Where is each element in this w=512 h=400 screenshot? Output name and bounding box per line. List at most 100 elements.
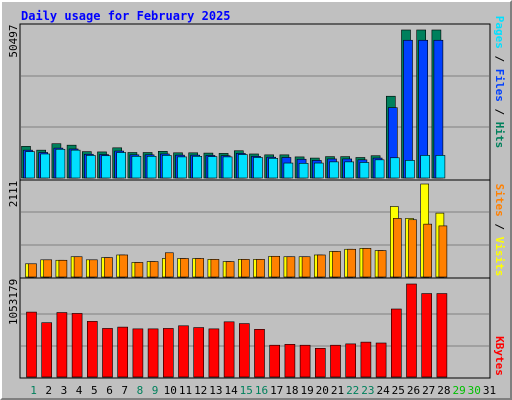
kbytes-bar [375, 342, 387, 378]
legend-entry: Visits [493, 237, 506, 277]
sites-bar [286, 256, 296, 278]
day-label: 25 [392, 384, 405, 397]
legend-entry: / [493, 49, 506, 69]
sites-bar [195, 258, 204, 278]
sites-bar [225, 261, 235, 278]
sites-bar [392, 218, 402, 278]
day-label: 5 [91, 384, 98, 397]
day-label: 9 [152, 384, 159, 397]
sites-bar [210, 259, 220, 278]
day-label: 22 [346, 384, 359, 397]
day-label: 14 [224, 384, 238, 397]
files-bar [403, 39, 413, 179]
pages-bar [389, 157, 400, 179]
pages-bar [146, 156, 157, 179]
sites-bar [89, 259, 98, 278]
sites-bar [43, 259, 53, 278]
sites-bar [438, 225, 448, 278]
pages-bar [40, 153, 51, 179]
day-label: 31 [483, 384, 496, 397]
legend-sites-visits: Sites / Visits [493, 184, 506, 277]
kbytes-bar [147, 328, 159, 378]
kbytes-bar [163, 328, 174, 378]
day-label: 20 [316, 384, 329, 397]
day-label: 16 [255, 384, 268, 397]
day-label: 23 [361, 384, 374, 397]
kbytes-bar [284, 344, 296, 378]
kbytes-bar [390, 308, 402, 378]
legend-entry: Files [493, 69, 506, 102]
sites-bar [134, 262, 144, 278]
day-label: 2 [45, 384, 52, 397]
day-label: 26 [407, 384, 420, 397]
pages-bar [283, 162, 294, 179]
legend-kbytes: KBytes [493, 336, 506, 376]
kbytes-bar [269, 344, 281, 378]
pages-bar [192, 156, 202, 179]
kbytes-bar [102, 328, 113, 378]
day-label: 4 [76, 384, 83, 397]
kbytes-bar [56, 312, 68, 378]
pages-bar [101, 155, 111, 179]
day-label: 15 [240, 384, 253, 397]
day-label: 13 [209, 384, 222, 397]
sites-bar [180, 258, 189, 278]
pages-bar [207, 156, 218, 179]
pages-bar [253, 157, 263, 179]
legend-entry: Pages [493, 16, 506, 49]
day-label: 30 [468, 384, 481, 397]
kbytes-ymax-label: 1053179 [7, 279, 20, 325]
kbytes-bar [132, 328, 144, 378]
day-label: 28 [437, 384, 450, 397]
day-label: 7 [121, 384, 128, 397]
kbytes-bar [406, 283, 417, 378]
day-label: 19 [300, 384, 313, 397]
pages-bar [268, 158, 279, 179]
pages-bar [298, 163, 309, 179]
day-label: 18 [285, 384, 298, 397]
hits-ymax-label: 50497 [7, 24, 20, 57]
pages-bar [177, 156, 187, 179]
pages-bar [162, 155, 172, 179]
sites-bar [408, 219, 417, 278]
sites-bar [241, 259, 250, 278]
pages-bar [359, 162, 370, 179]
pages-bar [222, 156, 233, 179]
pages-bar [86, 155, 96, 179]
day-label: 3 [61, 384, 68, 397]
kbytes-bar [26, 311, 37, 378]
kbytes-bar [254, 329, 265, 378]
legend-entry: / [493, 102, 506, 122]
sites-bar [256, 259, 265, 278]
day-label: 29 [452, 384, 465, 397]
pages-bar [131, 156, 142, 179]
sites-bar [271, 255, 281, 278]
kbytes-bar [223, 321, 235, 378]
kbytes-bar [314, 348, 326, 378]
kbytes-bar [87, 321, 98, 378]
legend-entry: Sites [493, 184, 506, 217]
sites-bar [316, 254, 326, 278]
sites-bar [165, 252, 174, 278]
day-label: 24 [376, 384, 390, 397]
day-label: 10 [164, 384, 177, 397]
day-label: 17 [270, 384, 283, 397]
sites-bar [301, 256, 311, 278]
sites-bar [73, 256, 83, 278]
sites-bar [423, 223, 433, 278]
pages-bar [55, 148, 66, 179]
kbytes-bar [360, 341, 372, 378]
sites-bar [28, 263, 37, 278]
pages-bar [313, 162, 324, 179]
sites-bar [149, 261, 159, 278]
kbytes-bar [330, 344, 341, 378]
kbytes-bar [421, 293, 433, 378]
day-label: 27 [422, 384, 435, 397]
pages-bar [405, 160, 415, 179]
kbytes-bar [71, 313, 83, 378]
legend-entry: KBytes [493, 336, 506, 376]
kbytes-bar [117, 326, 128, 378]
pages-bar [116, 152, 126, 179]
kbytes-bar [193, 327, 204, 378]
